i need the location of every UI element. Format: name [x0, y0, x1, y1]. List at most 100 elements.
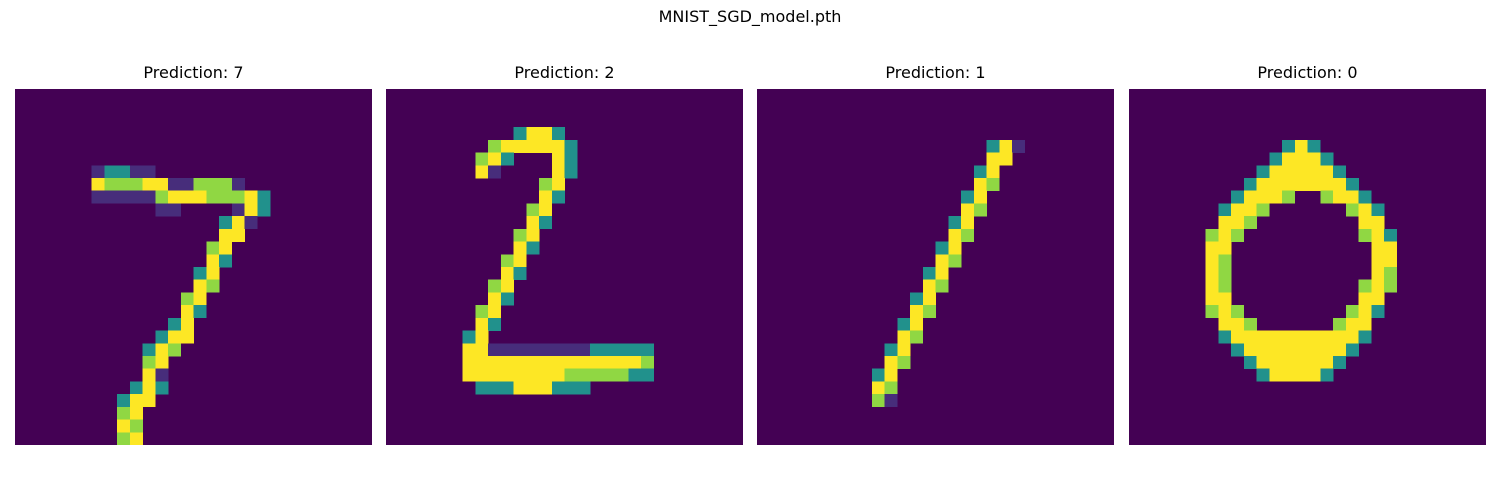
- pixel: [129, 406, 143, 420]
- pixel: [129, 432, 143, 445]
- pixel: [1282, 368, 1296, 382]
- pixel: [1371, 203, 1385, 217]
- pixel: [1218, 203, 1232, 217]
- pixel: [628, 368, 642, 382]
- pixel: [551, 381, 565, 395]
- pixel: [206, 267, 220, 280]
- pixel: [475, 330, 489, 344]
- pixel: [513, 267, 527, 280]
- pixel: [1218, 228, 1232, 242]
- pixel: [539, 368, 553, 382]
- pixel: [1294, 368, 1308, 382]
- pixel: [628, 356, 642, 369]
- pixel: [1256, 343, 1270, 357]
- pixel: [129, 190, 143, 204]
- pixel: [1256, 330, 1270, 344]
- pixel: [117, 406, 131, 420]
- pixel: [1231, 305, 1245, 319]
- pixel: [500, 381, 514, 395]
- pixel: [1256, 190, 1270, 204]
- pixel: [526, 139, 540, 153]
- pixel: [1269, 343, 1283, 357]
- digit-image: [1129, 89, 1486, 445]
- pixel: [500, 356, 514, 369]
- pixel: [602, 356, 616, 369]
- pixel: [910, 317, 924, 331]
- pixel: [155, 356, 169, 369]
- pixel: [1384, 241, 1398, 255]
- pixel: [500, 343, 514, 357]
- pixel: [193, 279, 207, 293]
- pixel: [615, 368, 629, 382]
- pixel: [475, 343, 489, 357]
- pixel: [1320, 178, 1334, 191]
- pixel: [91, 165, 105, 179]
- pixel: [1294, 139, 1308, 153]
- pixel: [551, 356, 565, 369]
- subplot-4: Prediction: 0: [1129, 62, 1486, 445]
- pixel: [488, 381, 502, 395]
- pixel: [1371, 305, 1385, 319]
- pixel: [1371, 292, 1385, 306]
- pixel: [551, 368, 565, 382]
- pixel: [564, 368, 578, 382]
- pixel: [1320, 343, 1334, 357]
- pixel: [500, 279, 514, 293]
- pixel: [564, 139, 578, 153]
- pixel: [1218, 254, 1232, 268]
- pixel: [577, 381, 591, 395]
- pixel: [973, 203, 987, 217]
- pixel: [513, 228, 527, 242]
- pixel: [961, 190, 975, 204]
- pixel: [897, 330, 911, 344]
- pixel: [1294, 152, 1308, 166]
- pixel: [577, 356, 591, 369]
- pixel: [986, 165, 1000, 179]
- pixel: [1205, 305, 1219, 319]
- pixel: [1333, 165, 1347, 179]
- pixel: [641, 343, 655, 357]
- pixel: [500, 152, 514, 166]
- pixel: [488, 343, 502, 357]
- pixel: [488, 279, 502, 293]
- pixel: [1282, 178, 1296, 191]
- pixel: [948, 254, 962, 268]
- pixel: [104, 165, 118, 179]
- pixel: [500, 139, 514, 153]
- pixel: [551, 139, 565, 153]
- pixel: [129, 419, 143, 433]
- pixel: [564, 356, 578, 369]
- pixel: [168, 178, 182, 191]
- pixel: [155, 178, 169, 191]
- pixel: [935, 267, 949, 280]
- pixel: [488, 152, 502, 166]
- pixel: [1218, 241, 1232, 255]
- pixel: [590, 343, 604, 357]
- pixel: [1358, 317, 1372, 331]
- pixel: [910, 305, 924, 319]
- pixel: [244, 190, 258, 204]
- pixel: [871, 368, 885, 382]
- pixel: [1358, 203, 1372, 217]
- pixel: [475, 368, 489, 382]
- pixel: [1256, 203, 1270, 217]
- pixel: [1282, 343, 1296, 357]
- pixel: [1269, 368, 1283, 382]
- pixel: [475, 356, 489, 369]
- pixel: [488, 368, 502, 382]
- pixel: [1243, 356, 1257, 369]
- pixel: [564, 152, 578, 166]
- pixel: [193, 178, 207, 191]
- pixel: [986, 139, 1000, 153]
- subplot-title: Prediction: 1: [885, 63, 986, 82]
- pixel: [999, 139, 1013, 153]
- pixel: [1307, 343, 1321, 357]
- pixel: [168, 190, 182, 204]
- pixel: [1231, 216, 1245, 230]
- digit-image: [757, 89, 1114, 445]
- pixel: [910, 292, 924, 306]
- pixel: [1384, 279, 1398, 293]
- pixel: [488, 317, 502, 331]
- pixel: [577, 368, 591, 382]
- pixel: [231, 228, 245, 242]
